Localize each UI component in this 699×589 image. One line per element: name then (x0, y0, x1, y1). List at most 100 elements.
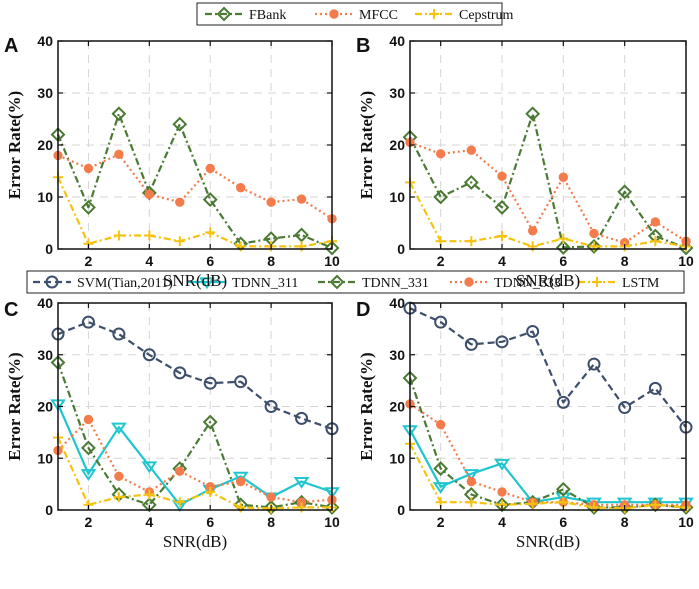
x-tick-label: 6 (206, 514, 214, 530)
ticks: 2 4 6 8 10 0 10 20 30 40 (37, 33, 340, 269)
data-point (83, 414, 94, 425)
data-point (466, 476, 477, 487)
data-point (526, 324, 540, 338)
data-point (113, 230, 124, 241)
y-tick-label: 40 (389, 33, 405, 49)
data-point (202, 414, 218, 430)
data-point (235, 476, 246, 487)
x-tick-label: 10 (678, 253, 694, 269)
x-tick-label: 8 (621, 514, 629, 530)
data-point (527, 226, 538, 236)
data-point (587, 357, 601, 371)
data-point (433, 189, 449, 205)
legend-item: TDNN_311 (188, 276, 298, 291)
data-point (497, 487, 507, 497)
data-point (266, 492, 276, 502)
data-point (296, 241, 307, 252)
data-point (83, 163, 94, 174)
ticks: 2 4 6 8 10 0 10 20 30 40 (389, 33, 694, 269)
y-tick-label: 0 (45, 502, 53, 518)
data-point (324, 499, 340, 515)
data-point (618, 401, 632, 415)
data-point (558, 233, 569, 244)
data-point (111, 106, 127, 122)
data-point (650, 217, 661, 227)
data-point (466, 236, 477, 247)
data-point (648, 381, 662, 395)
data-point (112, 327, 126, 341)
series-line (56, 176, 333, 248)
data-point (234, 375, 248, 389)
data-point (324, 240, 340, 256)
x-tick-label: 2 (85, 514, 93, 530)
data-point (463, 175, 479, 190)
data-point (463, 469, 480, 481)
y-tick-label: 20 (389, 399, 405, 415)
y-tick-label: 40 (37, 295, 53, 311)
data-point (113, 492, 124, 503)
x-tick-label: 2 (437, 253, 445, 269)
x-tick-label: 6 (206, 253, 214, 269)
series-line (56, 112, 333, 250)
panel-B: B 2 4 6 8 10 0 10 20 30 40 SNR(dB) Error Rate(%) (356, 33, 694, 290)
x-tick-label: 4 (145, 514, 153, 530)
data-point (264, 400, 278, 413)
data-point (589, 228, 599, 239)
x-axis-label: SNR(dB) (516, 271, 580, 290)
legend-item: LSTM (578, 276, 660, 291)
data-point (527, 241, 538, 252)
data-point (142, 348, 156, 362)
x-axis-label: SNR(dB) (516, 532, 580, 551)
y-tick-label: 0 (397, 241, 405, 257)
x-tick-label: 8 (621, 253, 629, 269)
series-line (409, 429, 686, 504)
data-point (114, 149, 124, 160)
y-axis-label: Error Rate(%) (5, 352, 24, 460)
data-point (111, 422, 127, 435)
legend-marker (45, 275, 59, 289)
grid (58, 40, 333, 250)
legend-marker (199, 277, 215, 290)
series-mfcc (405, 137, 691, 248)
panel-C: C 2 4 6 8 10 0 10 20 30 40 SNR(dB) Error Rate(%) (4, 295, 340, 551)
legend-marker (464, 277, 474, 287)
data-point (434, 315, 448, 329)
legend-label: TDNN_333 (494, 276, 561, 291)
legend-1: FBank MFCC Cepstrum (196, 2, 514, 26)
data-point (650, 236, 661, 247)
panel-D: D 2 4 6 8 10 0 10 20 30 40 SNR(dB) Error Rate(%) (356, 295, 694, 551)
x-tick-label: 4 (498, 514, 506, 530)
data-point (495, 335, 509, 349)
legend-item: SVM(Tian,2011) (33, 275, 173, 291)
data-point (80, 469, 97, 481)
y-axis-label: Error Rate(%) (357, 352, 376, 460)
data-point (203, 376, 217, 390)
legend-item: FBank (205, 6, 286, 23)
legend-item: MFCC (315, 8, 398, 23)
data-point (432, 482, 449, 494)
y-tick-label: 30 (389, 347, 405, 363)
legend-label: Cepstrum (459, 8, 514, 23)
data-point (81, 440, 96, 456)
y-tick-label: 20 (37, 399, 53, 415)
data-point (586, 238, 602, 254)
panel-letter: C (4, 299, 18, 321)
legend-marker (429, 9, 439, 19)
legend-label: TDNN_311 (232, 276, 298, 291)
data-point (141, 497, 157, 513)
series-line (409, 402, 686, 506)
legend-item: Cepstrum (415, 8, 514, 23)
data-point (202, 192, 218, 208)
data-point (266, 197, 276, 207)
series-line (56, 403, 333, 506)
series-line (409, 307, 687, 428)
series-tdnn-333 (405, 399, 691, 510)
legend-label: SVM(Tian,2011) (77, 276, 173, 291)
series-line (408, 377, 687, 509)
x-tick-label: 10 (324, 514, 340, 530)
axes-frame (57, 40, 333, 250)
legend-marker (329, 274, 345, 290)
data-point (464, 337, 478, 351)
legend-frame (196, 2, 503, 26)
